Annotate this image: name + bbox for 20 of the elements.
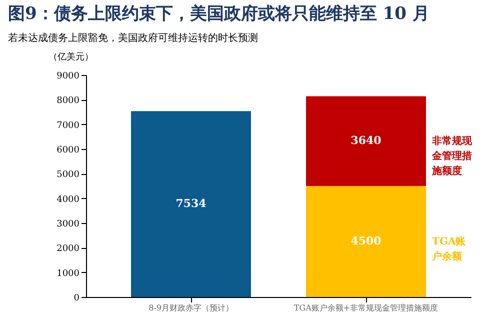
y-tick-label: 4000 [56,194,80,205]
y-tick-label: 6000 [56,146,80,156]
data-label: 3640 [350,134,382,148]
x-tick-label: TGA账户余额+非常规现金管理措施额度 [294,304,438,312]
y-axis-title: （亿美元） [48,52,94,62]
series-label: TGA账户余额 [431,236,467,262]
y-tick-label: 0 [74,294,80,304]
y-tick-label: 1000 [56,268,80,279]
chart-title: 图9：债务上限约束下，美国政府或将只能维持至 10 月 [8,4,430,24]
series-label: 非常规现金管理措施额度 [431,135,473,178]
y-tick-label: 2000 [56,244,80,254]
x-tick-label: 8-9月财政赤字（预计） [148,304,234,312]
chart-subtitle: 若未达成债务上限豁免，美国政府可维持运转的时长预测 [8,32,258,44]
y-tick-label: 5000 [56,170,80,180]
y-tick-label: 7000 [56,120,80,131]
data-label: 4500 [350,234,382,248]
data-label: 7534 [176,197,207,210]
y-tick-label: 8000 [56,96,80,106]
y-tick-label: 9000 [56,72,80,82]
y-tick-label: 3000 [56,220,80,230]
